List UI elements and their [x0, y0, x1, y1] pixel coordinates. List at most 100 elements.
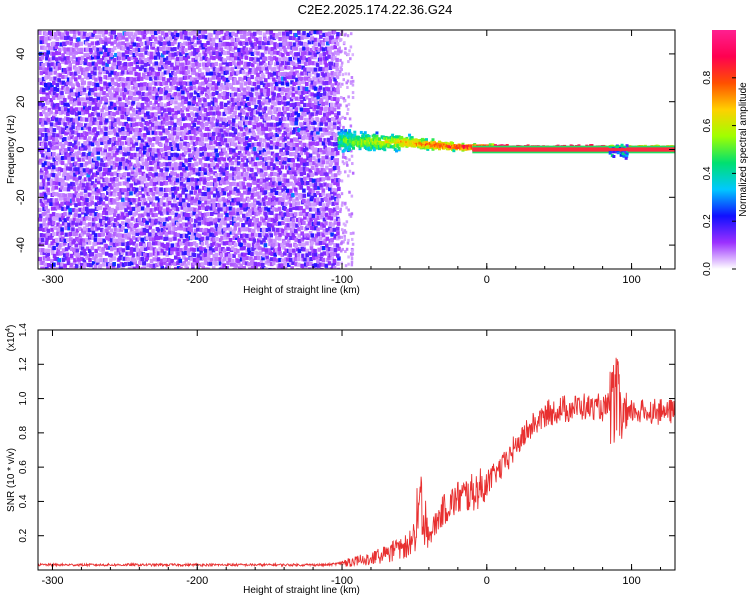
- heatmap-cell: [280, 252, 285, 258]
- heatmap-cell: [280, 66, 284, 71]
- heatmap-cell: [264, 206, 268, 211]
- heatmap-cell: [165, 37, 169, 42]
- heatmap-cell: [211, 63, 216, 68]
- heatmap-cell: [179, 142, 183, 147]
- heatmap-cell: [130, 37, 135, 42]
- heatmap-cell: [69, 77, 73, 82]
- heatmap-cell: [214, 217, 219, 222]
- heatmap-cell: [91, 235, 95, 240]
- heatmap-cell: [249, 111, 254, 117]
- heatmap-cell: [134, 51, 139, 57]
- heatmap-cell: [44, 175, 48, 180]
- heatmap-cell: [271, 207, 276, 212]
- heatmap-cell: [269, 134, 274, 140]
- heatmap-cell: [256, 92, 261, 97]
- heatmap-cell: [210, 181, 214, 187]
- heatmap-cell: [232, 253, 236, 258]
- heatmap-cell: [121, 130, 126, 136]
- heatmap-cell: [135, 237, 139, 242]
- heatmap-cell: [167, 41, 171, 46]
- heatmap-cell: [277, 167, 282, 173]
- heatmap-cell: [310, 165, 315, 171]
- heatmap-cell: [207, 36, 211, 41]
- heatmap-cell: [242, 87, 247, 92]
- heatmap-cell: [316, 241, 321, 246]
- heatmap-cell: [163, 103, 168, 108]
- heatmap-cell: [44, 132, 49, 138]
- heatmap-cell: [85, 52, 90, 57]
- heatmap-cell: [139, 41, 144, 47]
- heatmap-cell: [203, 196, 208, 201]
- heatmap-cell: [218, 63, 223, 68]
- heatmap-cell: [222, 267, 227, 269]
- heatmap-cell: [262, 165, 266, 170]
- heatmap-cell: [264, 46, 269, 51]
- heatmap-cell: [272, 163, 277, 168]
- heatmap-cell: [61, 143, 66, 148]
- heatmap-cell: [164, 64, 169, 70]
- heatmap-cell: [112, 57, 117, 63]
- heatmap-cell: [229, 230, 234, 235]
- heatmap-cell: [159, 231, 164, 236]
- heatmap-cell: [52, 262, 56, 267]
- heatmap-cell: [245, 268, 250, 269]
- heatmap-cell: [184, 57, 189, 62]
- heatmap-cell: [291, 182, 296, 188]
- heatmap-cell: [206, 71, 210, 76]
- heatmap-cell: [172, 80, 177, 85]
- heatmap-cell: [143, 211, 148, 216]
- heatmap-cell: [295, 70, 299, 75]
- heatmap-cell: [86, 75, 90, 80]
- heatmap-cell: [122, 95, 127, 100]
- heatmap-cell: [121, 233, 126, 238]
- heatmap-cell: [239, 127, 244, 132]
- heatmap-cell: [239, 137, 243, 143]
- heatmap-cell: [165, 263, 169, 268]
- heatmap-cell: [109, 130, 114, 135]
- heatmap-cell: [286, 51, 290, 57]
- heatmap-cell: [299, 166, 304, 171]
- heatmap-cell: [164, 193, 169, 198]
- heatmap-cell: [58, 187, 63, 192]
- heatmap-cell: [319, 225, 324, 230]
- heatmap-cell: [304, 146, 309, 151]
- heatmap-cell: [91, 222, 96, 227]
- heatmap-cell: [86, 202, 90, 207]
- heatmap-cell: [113, 71, 118, 76]
- heatmap-cell: [66, 35, 71, 40]
- heatmap-cell: [242, 41, 246, 46]
- heatmap-cell: [253, 255, 258, 261]
- heatmap-cell: [61, 74, 65, 80]
- heatmap-cell: [116, 77, 120, 82]
- heatmap-cell: [92, 120, 96, 125]
- heatmap-cell: [107, 152, 112, 157]
- heatmap-cell: [272, 187, 277, 193]
- heatmap-cell: [289, 142, 294, 147]
- heatmap-cell: [283, 151, 288, 156]
- heatmap-cell: [270, 251, 274, 256]
- heatmap-cell: [209, 71, 214, 76]
- heatmap-cell: [53, 76, 57, 81]
- heatmap-cell: [181, 46, 186, 51]
- heatmap-cell: [134, 87, 138, 92]
- heatmap-cell: [243, 227, 248, 232]
- heatmap-cell: [80, 217, 85, 222]
- heatmap-cell: [114, 75, 118, 80]
- heatmap-cell: [280, 263, 285, 268]
- heatmap-cell: [122, 181, 127, 186]
- heatmap-cell: [87, 126, 92, 131]
- heatmap-cell: [220, 104, 224, 110]
- heatmap-cell: [108, 111, 112, 116]
- heatmap-cell: [305, 212, 310, 217]
- heatmap-cell: [107, 37, 111, 42]
- heatmap-cell: [128, 162, 133, 167]
- heatmap-cell: [151, 191, 156, 196]
- heatmap-cell: [39, 87, 44, 92]
- heatmap-cell: [231, 201, 235, 206]
- heatmap-cell: [72, 216, 77, 222]
- heatmap-cell: [175, 207, 180, 212]
- heatmap-cell: [295, 131, 300, 136]
- heatmap-cell: [92, 81, 96, 87]
- heatmap-cell: [279, 148, 284, 153]
- heatmap-cell: [121, 262, 126, 267]
